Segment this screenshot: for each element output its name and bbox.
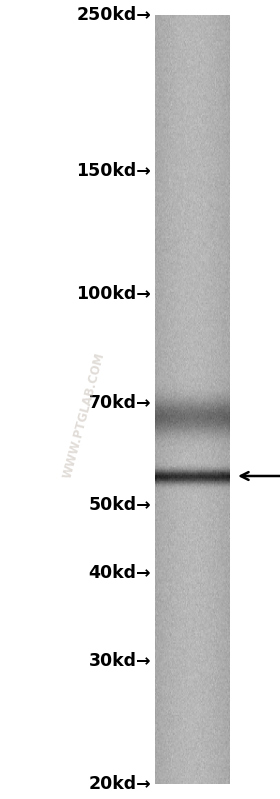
Text: 100kd→: 100kd→ [76, 285, 151, 303]
Text: WWW.PTGLAB.COM: WWW.PTGLAB.COM [61, 351, 107, 480]
Text: 150kd→: 150kd→ [76, 161, 151, 180]
Text: 20kd→: 20kd→ [88, 775, 151, 793]
Text: 250kd→: 250kd→ [76, 6, 151, 24]
Text: 40kd→: 40kd→ [89, 564, 151, 582]
Text: 70kd→: 70kd→ [89, 394, 151, 411]
Text: 50kd→: 50kd→ [88, 496, 151, 514]
Text: 30kd→: 30kd→ [89, 651, 151, 670]
